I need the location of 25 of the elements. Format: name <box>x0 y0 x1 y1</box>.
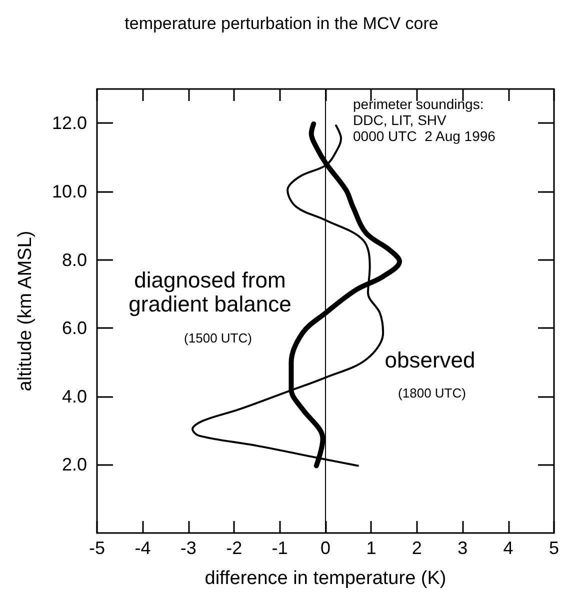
series-label: diagnosed from gradient balance <box>128 268 292 316</box>
y-tick-label: 8.0 <box>62 250 87 270</box>
annotation: (1800 UTC) <box>398 386 466 400</box>
series-label: observed <box>384 348 476 372</box>
annotation: perimeter soundings: DDC, LIT, SHV 0000 UTC 2 Aug 1996 <box>353 96 496 144</box>
x-tick-label: 2 <box>412 538 422 558</box>
y-tick-label: 10.0 <box>52 181 87 202</box>
y-tick-label: 2.0 <box>62 454 87 475</box>
x-tick-label: 3 <box>458 538 468 558</box>
x-tick-label: -5 <box>88 538 106 558</box>
x-tick-label: 1 <box>366 538 376 558</box>
x-tick-label: -4 <box>134 538 151 558</box>
x-tick-label: 4 <box>503 538 514 558</box>
x-axis-title: difference in temperature (K) <box>204 568 446 589</box>
x-tick-label: -1 <box>272 538 288 558</box>
y-tick-label: 12.0 <box>52 113 87 134</box>
chart-title: temperature perturbation in the MCV core <box>124 14 438 33</box>
x-tick-label: -2 <box>226 538 242 558</box>
x-tick-label: -3 <box>180 538 196 558</box>
y-tick-label: 6.0 <box>62 318 87 338</box>
annotation: (1500 UTC) <box>184 330 252 346</box>
x-tick-label: 0 <box>320 538 331 558</box>
y-tick-label: 4.0 <box>62 386 87 406</box>
x-tick-label: 5 <box>548 538 560 558</box>
y-axis-title: altitude (km AMSL) <box>15 230 36 392</box>
